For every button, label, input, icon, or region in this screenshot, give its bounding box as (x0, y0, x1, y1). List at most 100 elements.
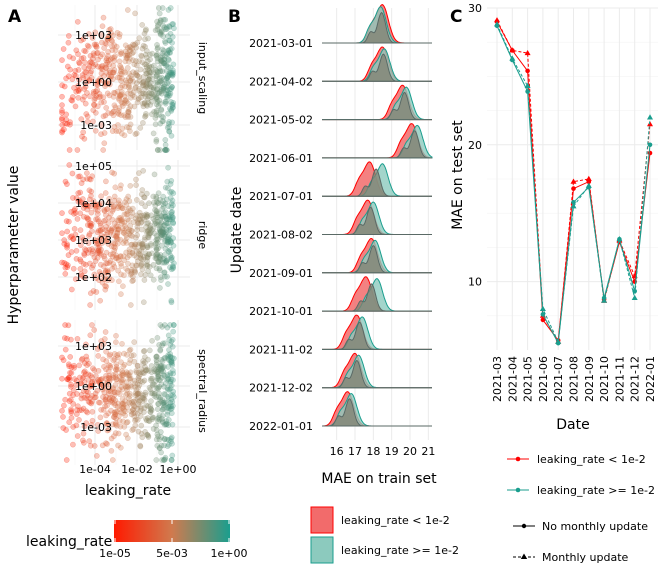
scatter-point (90, 107, 97, 114)
scatter-point (153, 237, 160, 243)
c-xtick: 2021-08 (568, 356, 581, 402)
scatter-point (143, 91, 149, 97)
scatter-point (144, 261, 150, 268)
scatter-point (137, 371, 144, 378)
scatter-point (158, 442, 165, 449)
scatter-point (154, 72, 160, 78)
scatter-point (93, 92, 100, 99)
scatter-point (166, 23, 173, 29)
scatter-point (97, 381, 104, 387)
scatter-point (166, 249, 172, 255)
a-ytick-f1-2: 1e+03 (75, 234, 112, 247)
ridge-date-label: 2021-04-02 (249, 75, 313, 88)
scatter-point (165, 234, 172, 241)
scatter-point (116, 391, 123, 397)
scatter-point (97, 227, 104, 234)
scatter-point (153, 361, 160, 368)
scatter-point (104, 35, 111, 42)
scatter-point (93, 240, 100, 247)
scatter-point (112, 53, 118, 60)
scatter-point (110, 232, 117, 239)
scatter-point (82, 202, 89, 209)
linetype-legend-label-solid: No monthly update (542, 520, 648, 533)
scatter-point (85, 377, 92, 383)
scatter-point (154, 55, 161, 62)
scatter-point (158, 368, 165, 374)
scatter-point (154, 23, 161, 30)
scatter-point (154, 431, 161, 438)
scatter-point (100, 14, 107, 21)
scatter-point (117, 423, 124, 430)
series-point (540, 317, 546, 323)
scatter-point (115, 203, 122, 210)
scatter-point (109, 38, 115, 45)
scatter-point (167, 238, 174, 244)
scatter-point (130, 89, 137, 96)
scatter-point (168, 338, 175, 345)
b-ylabel: Update date (229, 187, 245, 274)
scatter-point (155, 433, 161, 440)
scatter-point (62, 270, 69, 277)
scatter-point (92, 127, 99, 134)
scatter-point (153, 377, 159, 384)
scatter-point (131, 244, 138, 251)
facet-input-scaling (58, 5, 190, 153)
scatter-point (161, 259, 168, 266)
scatter-point (166, 386, 173, 393)
scatter-point (118, 50, 125, 57)
scatter-point (150, 225, 157, 232)
scatter-point (167, 341, 174, 348)
scatter-point (128, 270, 135, 277)
scatter-point (93, 203, 99, 210)
scatter-point (155, 373, 162, 380)
scatter-point (117, 186, 124, 192)
ridge-date-label: 2021-03-01 (249, 37, 313, 50)
scatter-point (140, 244, 146, 251)
scatter-point (126, 226, 133, 233)
scatter-point (170, 370, 177, 377)
scatter-point (166, 347, 172, 353)
scatter-point (155, 371, 162, 377)
scatter-point (91, 443, 98, 449)
scatter-point (102, 40, 109, 46)
scatter-point (150, 426, 157, 432)
scatter-point (116, 31, 123, 38)
scatter-point (71, 225, 78, 232)
scatter-point (162, 213, 168, 220)
series-point (524, 49, 531, 56)
scatter-point (154, 442, 161, 449)
scatter-point (92, 394, 99, 401)
scatter-point (84, 222, 91, 228)
scatter-point (111, 356, 118, 362)
scatter-point (87, 442, 94, 449)
scatter-point (72, 103, 79, 110)
scatter-point (127, 376, 134, 383)
scatter-point (64, 241, 71, 248)
scatter-point (162, 98, 168, 105)
scatter-point (126, 106, 132, 112)
scatter-point (102, 397, 109, 404)
scatter-point (169, 105, 176, 111)
scatter-point (157, 221, 164, 228)
scatter-point (155, 366, 162, 373)
scatter-point (113, 43, 120, 50)
scatter-point (125, 228, 132, 235)
scatter-point (132, 215, 139, 222)
ridge-overlap-2021-06-01 (322, 130, 432, 159)
scatter-point (97, 414, 104, 421)
scatter-point (153, 101, 160, 108)
scatter-point (162, 26, 169, 33)
c-xtick: 2022-01 (644, 356, 657, 402)
scatter-point (87, 52, 94, 59)
scatter-point (102, 64, 109, 71)
scatter-point (167, 385, 174, 392)
scatter-point (71, 210, 77, 217)
c-ytick: 10 (468, 276, 482, 289)
scatter-point (145, 432, 152, 439)
scatter-point (154, 46, 161, 52)
scatter-point (162, 147, 169, 153)
series-point (509, 47, 516, 53)
scatter-point (163, 229, 169, 236)
scatter-point (157, 256, 164, 263)
scatter-point (154, 51, 161, 58)
